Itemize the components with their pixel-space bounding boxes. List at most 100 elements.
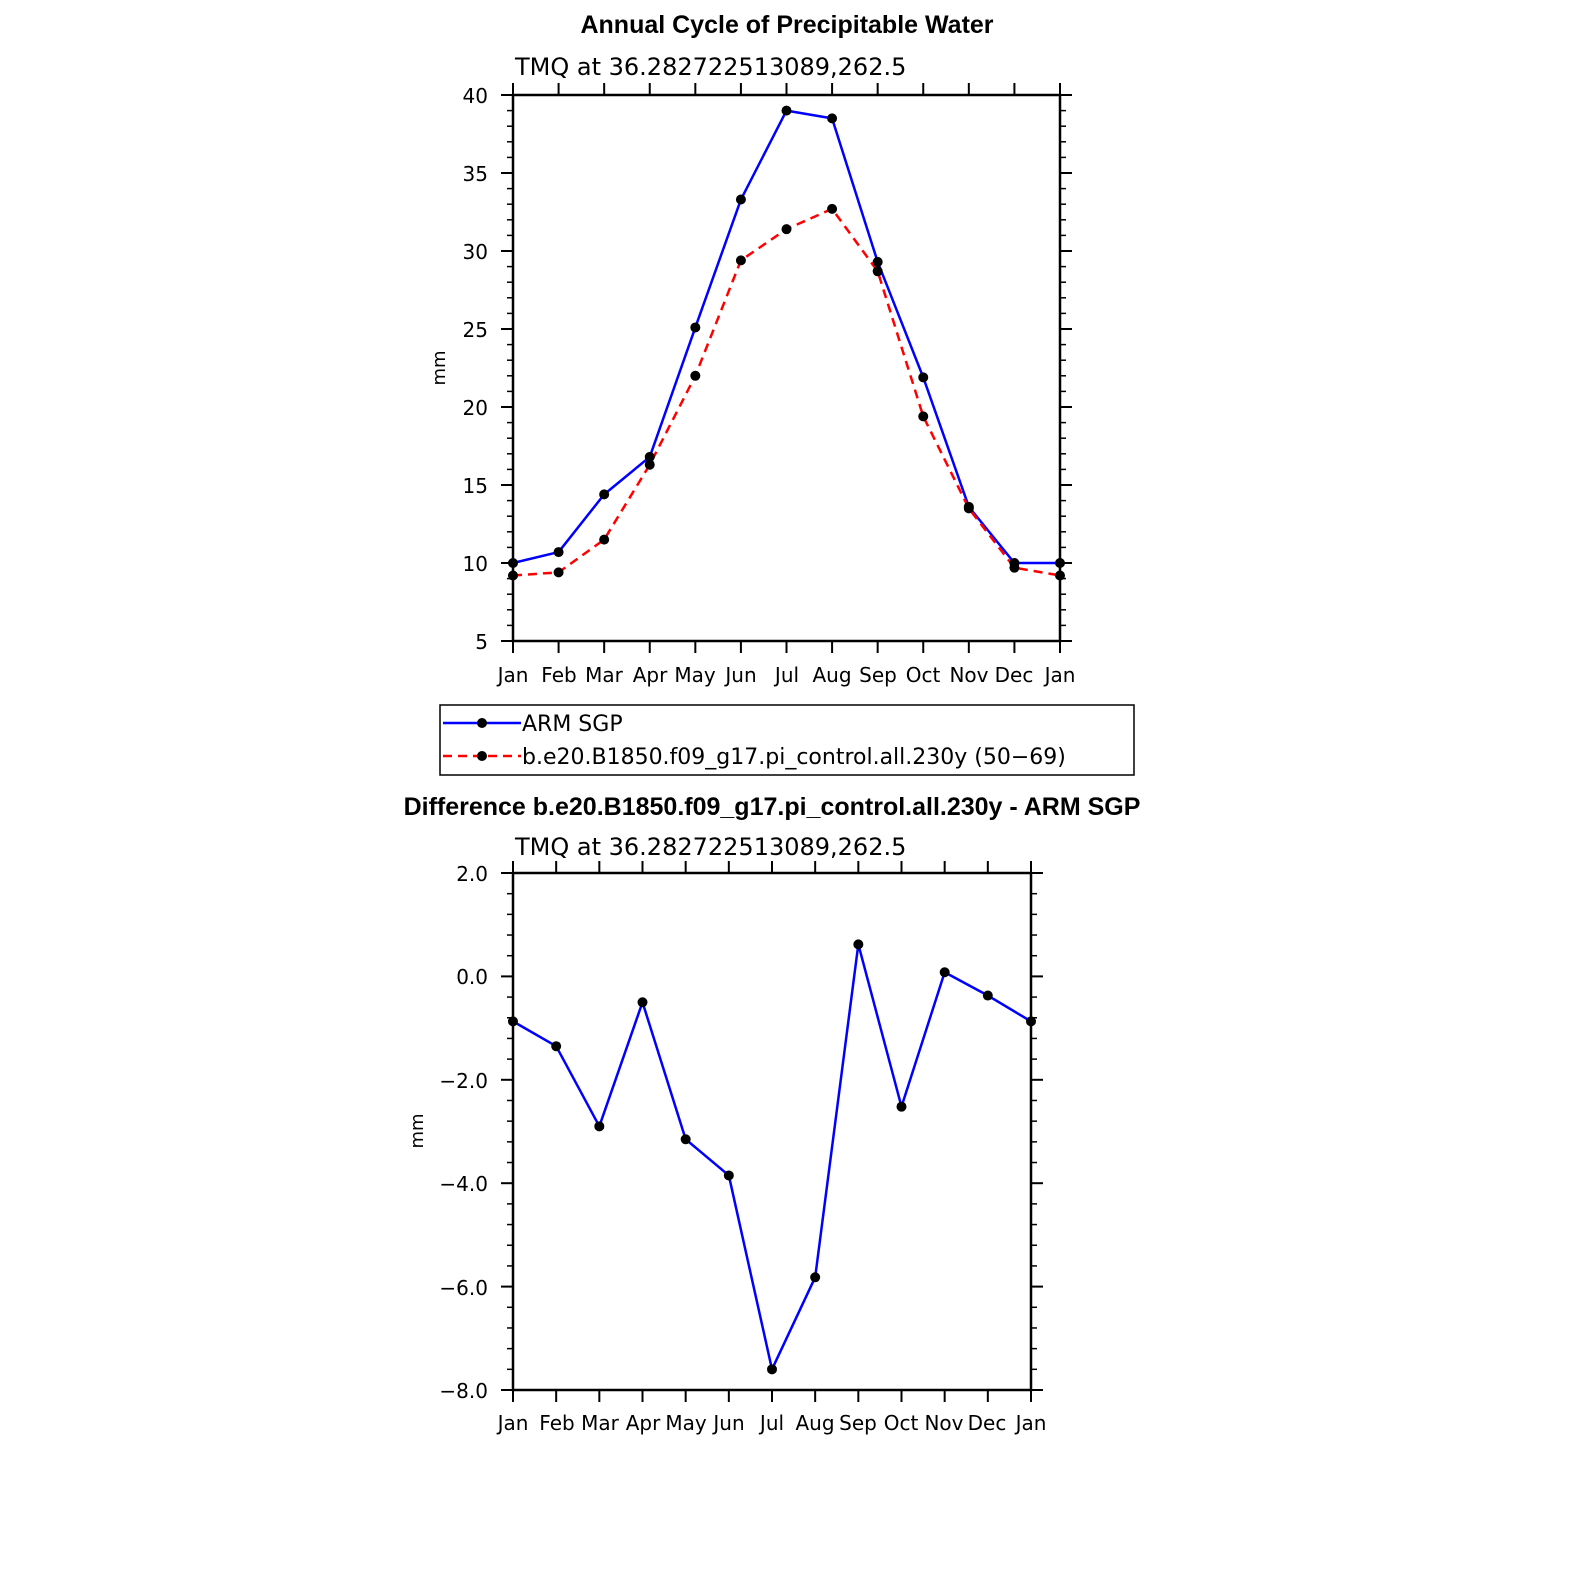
y-tick-label: 0.0 bbox=[456, 965, 488, 989]
y-tick-label: 30 bbox=[463, 240, 488, 264]
x-tick-label: Mar bbox=[581, 1411, 620, 1435]
x-tick-label: May bbox=[674, 663, 716, 687]
data-point-series-0 bbox=[508, 1016, 518, 1027]
y-tick-label: −6.0 bbox=[439, 1276, 488, 1300]
data-point-series-1 bbox=[553, 567, 564, 578]
data-point-series-1 bbox=[644, 459, 655, 470]
x-tick-labels: Jan Feb Mar Apr May Jun Jul Aug Sep Oct … bbox=[496, 663, 1076, 687]
chart-subtitle: TMQ at 36.282722513089,262.5 bbox=[514, 833, 906, 861]
x-tick-label: Apr bbox=[633, 663, 668, 687]
data-point-series-0 bbox=[690, 322, 701, 333]
x-tick-label: Dec bbox=[995, 663, 1034, 687]
x-tick-label: Dec bbox=[968, 1411, 1007, 1435]
x-tick-label: Jan bbox=[1014, 1411, 1047, 1435]
data-point-series-1 bbox=[735, 255, 746, 266]
y-tick-labels: 5 10 15 20 25 30 35 40 bbox=[463, 84, 488, 654]
data-point-series-0 bbox=[637, 997, 648, 1008]
data-point-series-0 bbox=[827, 113, 838, 124]
x-tick-label: Jan bbox=[496, 1411, 529, 1435]
y-tick-label: −8.0 bbox=[439, 1379, 488, 1403]
data-point-series-1 bbox=[508, 570, 518, 581]
chart-title: Annual Cycle of Precipitable Water bbox=[580, 11, 993, 39]
data-point-series-1 bbox=[963, 503, 974, 514]
y-tick-label: −2.0 bbox=[439, 1069, 488, 1093]
series-line-0 bbox=[512, 943, 1032, 1371]
data-point-series-0 bbox=[599, 489, 610, 500]
data-point-series-0 bbox=[551, 1041, 562, 1052]
x-tick-label: Sep bbox=[839, 1411, 877, 1435]
data-point-series-0 bbox=[594, 1121, 605, 1132]
data-point-series-1 bbox=[918, 411, 929, 422]
x-tick-label: Jun bbox=[723, 663, 756, 687]
data-point-series-0 bbox=[853, 939, 864, 950]
x-tick-label: Jul bbox=[773, 663, 799, 687]
y-tick-label: 10 bbox=[463, 552, 488, 576]
y-tick-label: 5 bbox=[475, 630, 488, 654]
plot-area bbox=[501, 83, 1072, 653]
data-point-series-1 bbox=[827, 203, 838, 214]
y-tick-label: 35 bbox=[463, 162, 488, 186]
data-point-series-0 bbox=[872, 256, 883, 267]
y-tick-label: 25 bbox=[463, 318, 488, 342]
data-point-series-0 bbox=[767, 1364, 777, 1375]
x-tick-label: Apr bbox=[626, 1411, 661, 1435]
data-point-series-0 bbox=[781, 105, 792, 116]
y-tick-label: 20 bbox=[463, 396, 488, 420]
y-tick-label: 15 bbox=[463, 474, 488, 498]
legend-marker-model bbox=[477, 751, 487, 761]
data-point-series-0 bbox=[644, 451, 655, 462]
data-point-series-0 bbox=[810, 1272, 821, 1283]
x-tick-label: Nov bbox=[949, 663, 988, 687]
chart-title: Difference b.e20.B1850.f09_g17.pi_contro… bbox=[404, 793, 1141, 821]
plot-area bbox=[501, 861, 1043, 1402]
data-point-series-1 bbox=[599, 534, 610, 545]
data-point-series-0 bbox=[939, 967, 950, 978]
data-point-series-1 bbox=[781, 224, 792, 235]
difference-chart: Difference b.e20.B1850.f09_g17.pi_contro… bbox=[404, 793, 1141, 1435]
y-tick-label: 2.0 bbox=[456, 862, 488, 886]
series-line-1 bbox=[512, 207, 1061, 577]
legend-label-arm-sgp: ARM SGP bbox=[522, 712, 623, 737]
x-tick-label: Aug bbox=[795, 1411, 834, 1435]
data-point-series-1 bbox=[1055, 570, 1065, 581]
x-tick-label: Jul bbox=[758, 1411, 784, 1435]
x-tick-label: Feb bbox=[541, 663, 576, 687]
data-point-series-1 bbox=[872, 266, 883, 277]
data-point-series-0 bbox=[508, 558, 518, 568]
x-tick-label: Mar bbox=[585, 663, 624, 687]
x-tick-label: May bbox=[665, 1411, 707, 1435]
x-tick-label: Oct bbox=[906, 663, 941, 687]
legend-marker-arm-sgp bbox=[477, 718, 487, 728]
x-tick-label: Jan bbox=[1043, 663, 1076, 687]
y-axis-label: mm bbox=[407, 1113, 428, 1148]
legend: ARM SGP b.e20.B1850.f09_g17.pi_control.a… bbox=[439, 704, 1135, 776]
annual-cycle-chart: Annual Cycle of Precipitable Water TMQ a… bbox=[429, 11, 1135, 776]
data-point-series-0 bbox=[896, 1101, 907, 1112]
x-tick-label: Nov bbox=[924, 1411, 963, 1435]
series-line-0 bbox=[512, 109, 1060, 565]
data-point-series-0 bbox=[982, 990, 993, 1001]
y-tick-label: 40 bbox=[463, 84, 488, 108]
data-point-series-0 bbox=[1055, 558, 1065, 568]
data-point-series-0 bbox=[735, 194, 746, 205]
data-point-series-1 bbox=[690, 370, 701, 381]
y-tick-label: −4.0 bbox=[439, 1172, 488, 1196]
plot-frame bbox=[511, 871, 1033, 1392]
x-tick-label: Feb bbox=[539, 1411, 574, 1435]
plot-frame bbox=[511, 93, 1062, 643]
x-tick-label: Oct bbox=[884, 1411, 919, 1435]
legend-label-model: b.e20.B1850.f09_g17.pi_control.all.230y … bbox=[522, 745, 1066, 770]
x-tick-labels: Jan Feb Mar Apr May Jun Jul Aug Sep Oct … bbox=[496, 1411, 1047, 1435]
data-point-series-0 bbox=[918, 372, 929, 383]
data-point-series-0 bbox=[680, 1134, 691, 1145]
x-tick-label: Jun bbox=[711, 1411, 744, 1435]
data-point-series-1 bbox=[1009, 562, 1020, 573]
x-tick-label: Jan bbox=[496, 663, 529, 687]
y-tick-labels: −8.0 −6.0 −4.0 −2.0 0.0 2.0 bbox=[439, 862, 488, 1403]
data-point-series-0 bbox=[723, 1170, 734, 1181]
data-point-series-0 bbox=[1026, 1016, 1036, 1027]
legend-box bbox=[439, 704, 1135, 776]
data-point-series-0 bbox=[553, 547, 564, 558]
x-tick-label: Sep bbox=[859, 663, 897, 687]
